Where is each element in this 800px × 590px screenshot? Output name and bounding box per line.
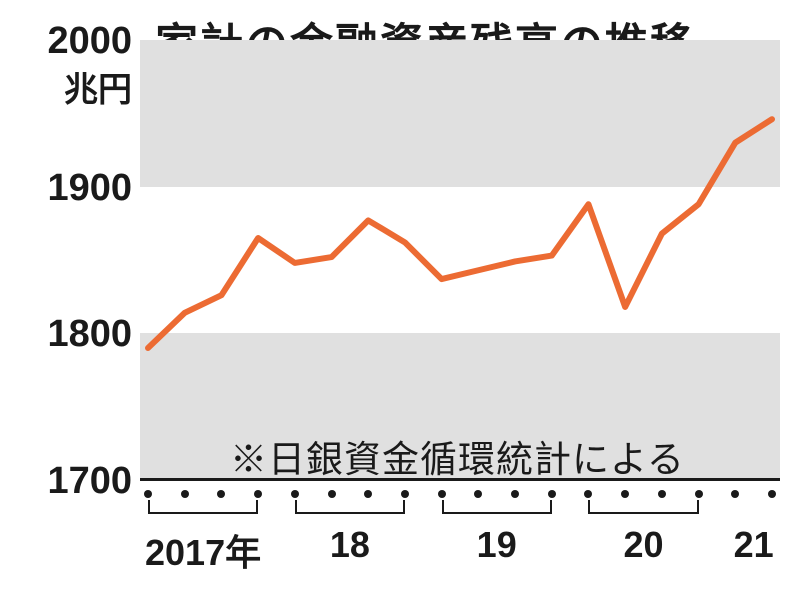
x-year-label: 18 bbox=[330, 524, 370, 566]
x-tick-dot bbox=[364, 490, 372, 498]
x-tick-dot bbox=[438, 490, 446, 498]
x-tick-dot bbox=[548, 490, 556, 498]
y-tick-label: 2000 bbox=[12, 20, 132, 63]
line-chart-svg bbox=[140, 40, 780, 480]
x-year-bracket bbox=[588, 500, 698, 514]
y-tick-label: 1900 bbox=[12, 167, 132, 210]
y-tick-label: 1800 bbox=[12, 313, 132, 356]
x-axis-baseline bbox=[140, 478, 780, 481]
x-tick-dot bbox=[658, 490, 666, 498]
x-year-label: 19 bbox=[477, 524, 517, 566]
chart-container: 家計の金融資産残高の推移 1700180019002000兆円 ※日銀資金循環統… bbox=[0, 0, 800, 590]
x-tick-dot bbox=[695, 490, 703, 498]
x-year-bracket bbox=[442, 500, 552, 514]
x-tick-dot bbox=[181, 490, 189, 498]
x-year-label: 21 bbox=[734, 524, 774, 566]
y-axis-unit: 兆円 bbox=[12, 62, 132, 111]
x-label-row: 2017年 18 19 20 21 bbox=[140, 524, 780, 574]
chart-note: ※日銀資金循環統計による bbox=[230, 429, 685, 483]
x-bracket-row bbox=[140, 500, 780, 524]
x-tick-dot bbox=[731, 490, 739, 498]
x-tick-dot bbox=[768, 490, 776, 498]
x-tick-dot bbox=[621, 490, 629, 498]
x-tick-dot bbox=[254, 490, 262, 498]
y-tick-label: 1700 bbox=[12, 460, 132, 503]
x-year-bracket bbox=[295, 500, 405, 514]
x-tick-dot bbox=[144, 490, 152, 498]
x-tick-dot bbox=[291, 490, 299, 498]
x-tick-dot bbox=[584, 490, 592, 498]
x-tick-dot bbox=[328, 490, 336, 498]
x-tick-dot bbox=[401, 490, 409, 498]
x-year-label: 2017年 bbox=[145, 524, 261, 576]
x-tick-dot bbox=[474, 490, 482, 498]
x-year-label: 20 bbox=[623, 524, 663, 566]
x-year-bracket bbox=[148, 500, 258, 514]
x-tick-dot bbox=[217, 490, 225, 498]
x-tick-dot bbox=[511, 490, 519, 498]
series-line bbox=[148, 119, 772, 348]
